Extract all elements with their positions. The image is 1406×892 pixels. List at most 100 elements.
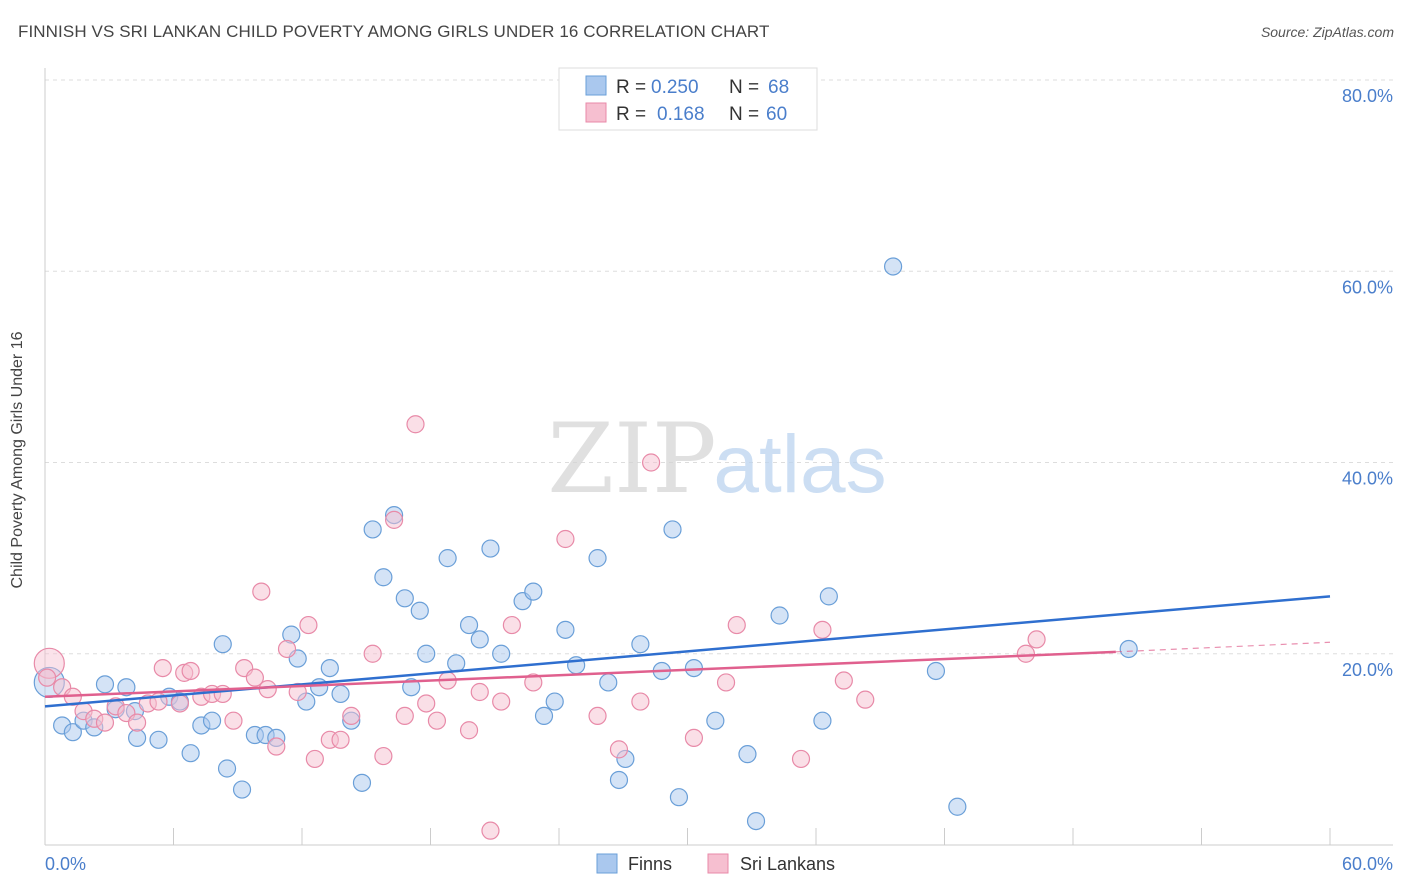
finns-point [481,539,500,558]
series-sri-lankans [33,415,1046,840]
series-finns [33,257,1138,831]
finns-point [738,745,757,764]
finns-point [948,797,967,816]
sri-lankans-point [331,730,350,749]
sri-lankans-point [245,668,264,687]
finns-point [447,654,466,673]
finns-point [202,711,222,730]
finns-point [352,773,372,792]
sri-lankans-point [258,680,277,699]
finns-point [813,711,832,730]
sri-lankans-point [252,582,271,601]
finns-point [599,673,618,692]
sri-lankans-point [224,711,243,730]
sri-lankans-point [609,740,629,759]
sri-lankans-point [1016,644,1035,663]
finns-point [217,759,237,778]
sri-lankans-point [588,706,607,726]
finns-point [95,675,115,694]
legend-r-label: R = [616,77,646,98]
sri-lankans-point [502,615,521,635]
sri-lankans-point [492,692,511,711]
finns-point [706,711,725,730]
finns-point [410,601,429,620]
legend-r-value: 0.168 [657,104,705,125]
finns-point [213,635,232,654]
finns-point [470,630,489,649]
sri-lankans-point [277,639,297,659]
legend-n-value: 68 [768,77,789,98]
finns-point [524,582,543,601]
sri-lankans-trend-extension [1115,641,1331,653]
finns-point [63,723,82,742]
finns-point [363,520,382,539]
legend-swatch-sri-lankans [585,102,607,123]
sri-lankans-point [395,706,414,726]
legend-bottom-swatch-sri-lankans [707,853,729,874]
legend-bottom: Finns Sri Lankans [596,853,835,874]
finns-point [746,811,766,831]
sri-lankans-point [38,668,57,687]
finns-point [331,684,350,704]
sri-lankans-point [95,713,115,732]
sri-lankans-point [727,615,746,635]
y-tick-label: 80.0% [1342,86,1393,106]
finns-point [1119,639,1138,659]
finns-point [631,635,650,654]
watermark-zip: ZIP [547,403,716,515]
watermark-atlas: atlas [713,419,886,510]
finns-point [609,770,629,790]
legend-bottom-swatch-finns [596,853,618,874]
sri-lankans-point [641,453,661,472]
sri-lankans-point [684,728,704,748]
finns-point [770,606,789,625]
finns-point [819,587,838,606]
finns-point [883,257,903,276]
legend-n-label: N = [729,104,759,125]
y-tick-labels: 80.0% 60.0% 40.0% 20.0% [1342,86,1393,680]
sri-lankans-point [524,673,543,692]
x-tick-labels: 0.0% 60.0% [45,854,1393,874]
chart-title: FINNISH VS SRI LANKAN CHILD POVERTY AMON… [18,22,770,41]
sri-lankans-point [384,510,404,529]
sri-lankans-point [459,721,479,740]
y-tick-label: 40.0% [1342,469,1393,489]
finns-point [181,744,200,763]
sri-lankans-point [305,749,324,769]
sri-lankans-point [374,746,393,766]
legend-r-label: R = [616,104,646,125]
finns-point [534,706,554,726]
finns-point [545,692,564,711]
sri-lankans-point [170,694,190,713]
finns-point [374,568,393,587]
sri-lankans-point [153,658,172,678]
sri-lankans-point [342,706,361,726]
y-axis-label: Child Poverty Among Girls Under 16 [9,331,26,589]
finns-point [320,658,339,678]
finns-point [438,549,457,568]
x-tick-label: 60.0% [1342,854,1393,874]
finns-point [127,728,147,748]
sri-lankans-point [127,713,147,732]
sri-lankans-point [470,682,489,702]
sri-lankans-point [181,661,200,681]
sri-lankans-point [813,620,832,639]
axis-layer [44,68,1393,846]
finns-point [232,780,252,799]
legend-r-value: 0.250 [651,77,699,98]
y-tick-label: 20.0% [1342,660,1393,680]
finns-point [663,520,682,539]
sri-lankans-point [299,615,318,635]
x-tick-label: 0.0% [45,854,86,874]
finns-point [669,788,689,807]
sri-lankans-point [481,821,500,840]
sri-lankans-point [791,749,811,769]
sri-lankans-point [427,711,447,730]
grid-layer [45,79,1393,655]
sri-lankans-point [267,737,286,756]
sri-lankans-point [1027,630,1046,649]
finns-point [417,644,436,663]
finns-point [459,615,479,635]
legend-top: R = 0.250 N = 68 R = 0.168 N = 60 [558,67,818,131]
